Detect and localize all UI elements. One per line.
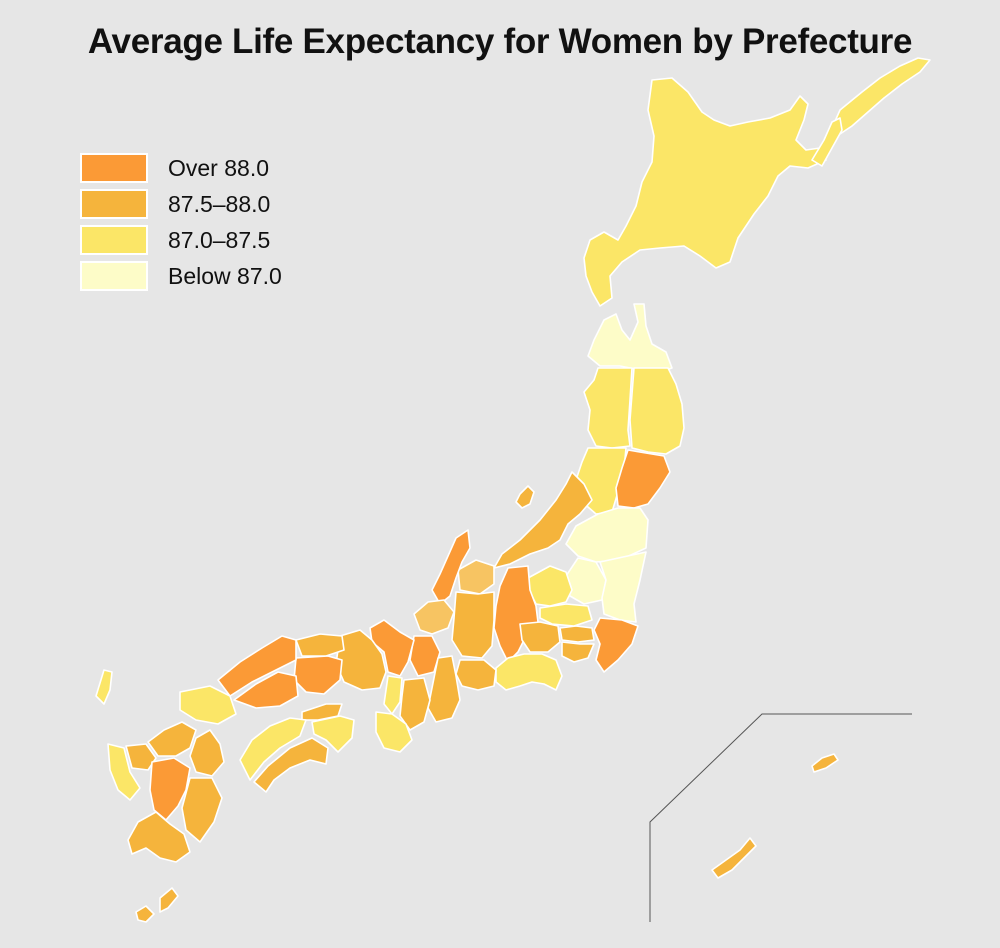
prefecture-miyagi bbox=[615, 449, 671, 509]
prefecture-okayama bbox=[293, 655, 343, 695]
prefecture-yamaguchi bbox=[179, 685, 237, 725]
prefecture-saitama bbox=[539, 603, 593, 627]
prefecture-kagoshima-islands bbox=[135, 905, 155, 923]
prefecture-shiga bbox=[409, 635, 441, 677]
legend-label: Over 88.0 bbox=[168, 154, 269, 181]
prefecture-hiroshima bbox=[233, 671, 299, 709]
prefecture-shimane-oki bbox=[95, 669, 113, 705]
legend-label: 87.5–88.0 bbox=[168, 190, 271, 217]
legend-item-over-88: Over 88.0 bbox=[80, 150, 282, 186]
legend-item-87-87-5: 87.0–87.5 bbox=[80, 222, 282, 258]
prefecture-niigata bbox=[493, 471, 593, 569]
prefecture-tottori bbox=[295, 633, 345, 657]
prefecture-kyoto bbox=[369, 619, 415, 677]
prefecture-miyazaki bbox=[181, 777, 223, 843]
prefecture-fukushima bbox=[565, 507, 649, 563]
prefecture-toyama bbox=[457, 559, 495, 595]
prefecture-tochigi bbox=[565, 557, 607, 605]
prefecture-wakayama bbox=[375, 711, 413, 753]
prefecture-niigata-sado bbox=[515, 485, 535, 509]
prefecture-nara bbox=[399, 677, 431, 731]
prefecture-aomori bbox=[587, 303, 673, 373]
prefecture-hokkaido bbox=[583, 77, 827, 307]
prefecture-kagoshima-islands bbox=[159, 887, 179, 913]
prefecture-chiba bbox=[593, 617, 639, 673]
prefecture-okinawa bbox=[711, 837, 757, 879]
prefecture-nagasaki bbox=[107, 743, 141, 801]
prefecture-kochi bbox=[253, 737, 329, 793]
prefecture-hokkaido-islands bbox=[831, 57, 931, 135]
legend-label: 87.0–87.5 bbox=[168, 226, 271, 253]
prefecture-shizuoka bbox=[495, 653, 563, 691]
prefecture-kagoshima bbox=[127, 811, 191, 863]
prefecture-tokushima bbox=[311, 715, 355, 753]
prefecture-kanagawa bbox=[561, 641, 595, 663]
legend-swatch-87-87-5 bbox=[80, 225, 148, 255]
map-title: Average Life Expectancy for Women by Pre… bbox=[87, 22, 913, 61]
prefecture-gifu bbox=[451, 591, 495, 659]
legend-label: Below 87.0 bbox=[168, 262, 282, 289]
prefecture-hokkaido-islands bbox=[811, 117, 843, 167]
prefecture-shimane bbox=[217, 635, 297, 697]
prefecture-ehime bbox=[239, 717, 307, 781]
prefecture-mie bbox=[427, 655, 461, 723]
prefecture-nagano bbox=[493, 565, 539, 663]
prefecture-ishikawa bbox=[431, 529, 471, 605]
legend: Over 88.0 87.5–88.0 87.0–87.5 Below 87.0 bbox=[80, 150, 282, 294]
prefecture-iwate bbox=[629, 367, 685, 455]
prefecture-tokyo bbox=[559, 625, 595, 643]
prefecture-fukui bbox=[413, 599, 455, 635]
prefecture-oita bbox=[189, 729, 225, 777]
legend-item-87-5-88: 87.5–88.0 bbox=[80, 186, 282, 222]
legend-swatch-below-87 bbox=[80, 261, 148, 291]
prefecture-akita bbox=[583, 367, 633, 449]
prefecture-aichi bbox=[455, 659, 497, 691]
prefecture-ibaraki bbox=[599, 551, 647, 623]
legend-swatch-over-88 bbox=[80, 153, 148, 183]
prefecture-okinawa-islands bbox=[811, 753, 839, 773]
legend-swatch-87-5-88 bbox=[80, 189, 148, 219]
prefecture-yamanashi bbox=[519, 621, 561, 653]
legend-item-below-87: Below 87.0 bbox=[80, 258, 282, 294]
prefecture-kumamoto bbox=[149, 757, 191, 821]
inset-frame bbox=[649, 713, 912, 922]
prefecture-fukuoka bbox=[147, 721, 197, 757]
prefecture-osaka bbox=[383, 675, 403, 715]
